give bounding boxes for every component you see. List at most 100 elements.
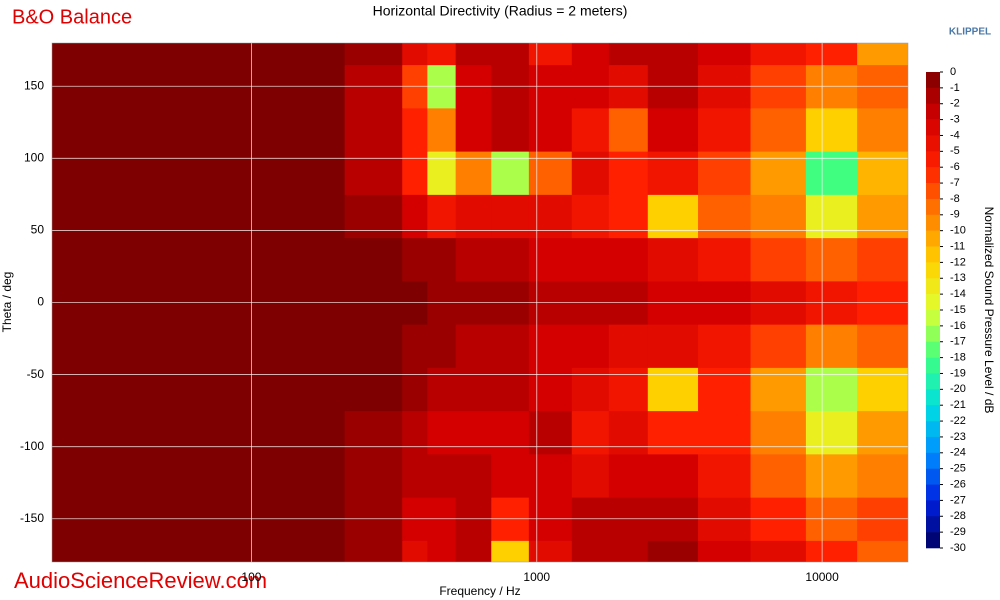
heat-cell <box>133 194 246 239</box>
heat-cell <box>528 453 573 498</box>
colorbar-tick-label: -14 <box>950 288 966 300</box>
heat-cell <box>491 540 530 562</box>
heat-cell <box>491 324 530 368</box>
heat-cell <box>402 367 428 412</box>
colorbar-swatch <box>926 135 940 152</box>
heat-cell <box>805 410 858 455</box>
colorbar-swatch <box>926 167 940 184</box>
heat-cell <box>750 43 807 66</box>
heat-cell <box>244 410 346 455</box>
heat-cell <box>528 194 573 239</box>
heat-cell <box>402 194 428 239</box>
heat-cell <box>402 107 428 152</box>
heat-cell <box>402 237 428 282</box>
heat-cell <box>244 367 346 412</box>
heat-cell <box>857 367 908 412</box>
colorbar-tick-label: -13 <box>950 272 966 284</box>
heat-cell <box>698 43 752 66</box>
heat-cell <box>52 453 135 498</box>
colorbar-swatch <box>926 373 940 390</box>
y-tick-label: 150 <box>24 78 44 92</box>
colorbar-tick-label: -27 <box>950 494 966 506</box>
heat-cell <box>750 194 807 239</box>
heat-cell <box>698 367 752 412</box>
heat-cell <box>427 540 457 562</box>
x-axis-label: Frequency / Hz <box>439 584 520 598</box>
heat-cell <box>857 107 908 152</box>
heat-cell <box>528 367 573 412</box>
heat-cell <box>344 410 403 455</box>
heat-cell <box>750 410 807 455</box>
heat-cell <box>427 151 457 195</box>
heat-cell <box>571 151 610 195</box>
heat-cell <box>427 367 457 412</box>
colorbar-swatch <box>926 532 940 549</box>
heat-cell <box>571 237 610 282</box>
y-tick-label: -150 <box>20 511 44 525</box>
colorbar-tick-label: -4 <box>950 129 960 141</box>
heat-cell <box>528 43 573 66</box>
colorbar-tick-label: -15 <box>950 304 966 316</box>
heat-cell <box>857 194 908 239</box>
heat-cell <box>750 367 807 412</box>
heat-cell <box>344 194 403 239</box>
colorbar-tick-label: -5 <box>950 145 960 157</box>
heat-cell <box>750 453 807 498</box>
heat-cell <box>857 151 908 195</box>
heat-cell <box>402 453 428 498</box>
colorbar-swatch <box>926 151 940 168</box>
heat-cell <box>528 324 573 368</box>
heat-cell <box>455 453 492 498</box>
colorbar-tick-label: -3 <box>950 114 960 126</box>
heat-cell <box>402 410 428 455</box>
colorbar-tick-label: -7 <box>950 177 960 189</box>
heat-cell <box>52 194 135 239</box>
heat-cell <box>608 237 649 282</box>
heat-cell <box>52 540 135 562</box>
heat-cell <box>528 410 573 455</box>
heat-cell <box>244 194 346 239</box>
colorbar-swatch <box>926 421 940 438</box>
colorbar-swatch <box>926 119 940 136</box>
heat-cell <box>491 194 530 239</box>
heat-cell <box>133 367 246 412</box>
colorbar-swatch <box>926 500 940 517</box>
heat-cell <box>455 324 492 368</box>
heat-cell <box>402 151 428 195</box>
heat-cell <box>52 43 135 66</box>
heat-cell <box>427 453 457 498</box>
heat-cell <box>528 540 573 562</box>
colorbar-tick-label: -22 <box>950 415 966 427</box>
heat-cell <box>571 540 610 562</box>
colorbar-tick-label: -8 <box>950 193 960 205</box>
colorbar-swatch <box>926 357 940 374</box>
heat-cell <box>52 107 135 152</box>
colorbar-swatch <box>926 516 940 533</box>
heat-cell <box>698 107 752 152</box>
colorbar-tick-label: -11 <box>950 240 965 252</box>
heat-cell <box>244 540 346 562</box>
heat-cell <box>857 43 908 66</box>
colorbar-tick-label: -30 <box>950 542 966 554</box>
heat-cell <box>608 107 649 152</box>
heat-cell <box>647 237 699 282</box>
y-tick-label: 0 <box>37 295 44 309</box>
heat-cell <box>805 367 858 412</box>
colorbar-tick-label: -26 <box>950 478 966 490</box>
heat-cell <box>491 237 530 282</box>
heat-cell <box>491 107 530 152</box>
heat-cell <box>427 410 457 455</box>
plot-frame <box>51 42 909 563</box>
heat-cell <box>571 453 610 498</box>
colorbar-swatch <box>926 325 940 343</box>
heat-cell <box>133 453 246 498</box>
heat-cell <box>344 324 403 368</box>
heat-cell <box>647 367 699 412</box>
heat-cell <box>647 410 699 455</box>
heat-cell <box>455 43 492 66</box>
heat-cell <box>698 237 752 282</box>
heat-cell <box>528 237 573 282</box>
heat-cell <box>427 237 457 282</box>
heat-cell <box>857 324 908 368</box>
